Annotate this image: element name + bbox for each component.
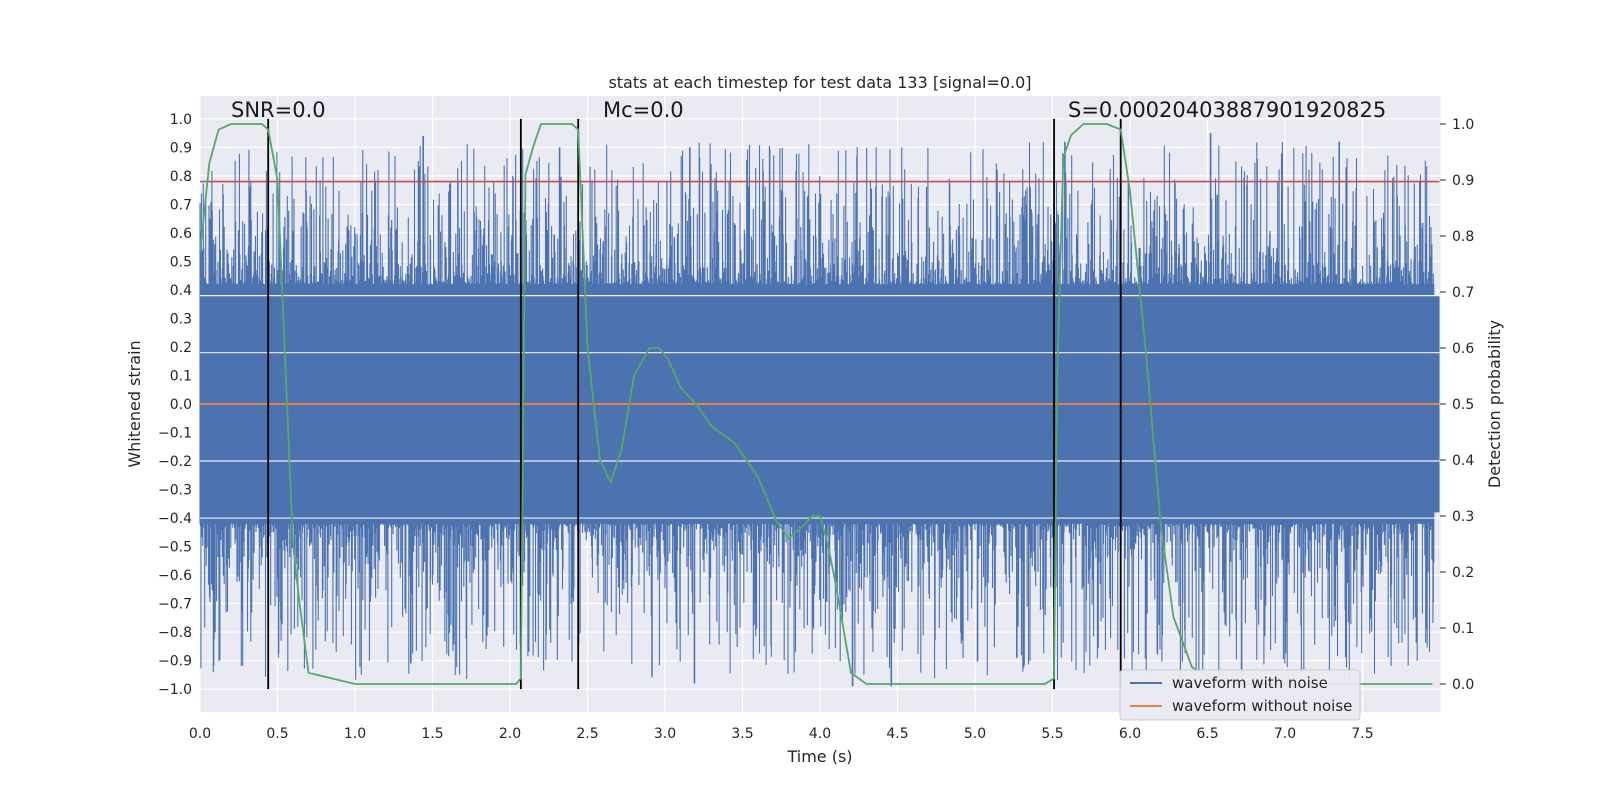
y2-tick-label: 0.4 <box>1452 453 1474 469</box>
y-tick-label: 1.0 <box>170 112 192 128</box>
x-tick-label: 0.0 <box>189 726 211 742</box>
x-tick-label: 2.0 <box>499 726 521 742</box>
y2-tick-label: 0.5 <box>1452 397 1474 413</box>
y-tick-label: −0.7 <box>158 597 192 613</box>
y-tick-label: −0.3 <box>158 483 192 499</box>
x-tick-label: 4.0 <box>809 726 831 742</box>
x-tick-label: 3.0 <box>654 726 676 742</box>
annotation-0: SNR=0.0 <box>231 98 326 122</box>
x-tick-label: 3.5 <box>731 726 753 742</box>
legend-box <box>1119 669 1361 721</box>
series-lines <box>199 96 1441 712</box>
y-tick-label: 0.7 <box>170 197 192 213</box>
y-tick-label: 0.8 <box>170 169 192 185</box>
y2-tick-label: 0.9 <box>1452 173 1474 189</box>
legend-label-clean: waveform without noise <box>1172 697 1352 715</box>
y-tick-label: 0.0 <box>170 397 192 413</box>
detection-probability-line <box>199 123 1433 685</box>
annotation-2: S=0.00020403887901920825 <box>1068 98 1386 122</box>
annotations: SNR=0.0 Mᴄ=0.0 S=0.00020403887901920825 <box>231 98 1386 122</box>
y2-tick-label: 0.2 <box>1452 565 1474 581</box>
y-tick-label: −0.2 <box>158 454 192 470</box>
y-tick-label: 0.4 <box>170 283 192 299</box>
y-tick-label: −0.8 <box>158 625 192 641</box>
x-tick-label: 7.5 <box>1351 726 1373 742</box>
y2-tick-label: 1.0 <box>1452 117 1474 133</box>
y-tick-label: 0.2 <box>170 340 192 356</box>
x-tick-label: 6.0 <box>1119 726 1141 742</box>
x-tick-label: 1.5 <box>421 726 443 742</box>
x-tick-label: 6.5 <box>1196 726 1218 742</box>
tick-labels: 0.0 0.5 1.0 1.5 2.0 2.5 3.0 3.5 4.0 4.5 5.0 5.5 6.0 6… <box>158 112 1474 742</box>
x-tick-label: 4.5 <box>886 726 908 742</box>
y2-tick-label: 0.1 <box>1452 621 1474 637</box>
x-tick-label: 5.5 <box>1041 726 1063 742</box>
x-tick-label: 5.0 <box>964 726 986 742</box>
y-tick-label: 0.3 <box>170 311 192 327</box>
x-tick-label: 0.5 <box>266 726 288 742</box>
legend-label-noise: waveform with noise <box>1172 674 1328 692</box>
y-tick-label: −0.1 <box>158 426 192 442</box>
y-tick-label: −0.9 <box>158 654 192 670</box>
y-tick-label: 0.6 <box>170 226 192 242</box>
y-tick-label: 0.5 <box>170 254 192 270</box>
y-tick-label: 0.1 <box>170 368 192 384</box>
y-tick-label: 0.9 <box>170 140 192 156</box>
y2-tick-label: 0.7 <box>1452 285 1474 301</box>
legend: waveform with noise waveform without noi… <box>1119 669 1361 721</box>
x-tick-label: 7.0 <box>1274 726 1296 742</box>
y2-tick-label: 0.3 <box>1452 509 1474 525</box>
y2-tick-label: 0.0 <box>1452 677 1474 693</box>
y-tick-label: −1.0 <box>158 682 192 698</box>
x-tick-label: 1.0 <box>344 726 366 742</box>
x-axis-label: Time (s) <box>786 747 852 766</box>
y-axis-label: Whitened strain <box>125 340 144 467</box>
y2-tick-label: 0.6 <box>1452 341 1474 357</box>
chart-title: stats at each timestep for test data 133… <box>608 73 1031 92</box>
y2-tick-label: 0.8 <box>1452 229 1474 245</box>
y-tick-label: −0.5 <box>158 540 192 556</box>
y-tick-label: −0.6 <box>158 568 192 584</box>
y2-axis-label: Detection probability <box>1485 320 1504 488</box>
annotation-1: Mᴄ=0.0 <box>603 98 684 122</box>
y-tick-label: −0.4 <box>158 511 192 527</box>
x-tick-label: 2.5 <box>576 726 598 742</box>
